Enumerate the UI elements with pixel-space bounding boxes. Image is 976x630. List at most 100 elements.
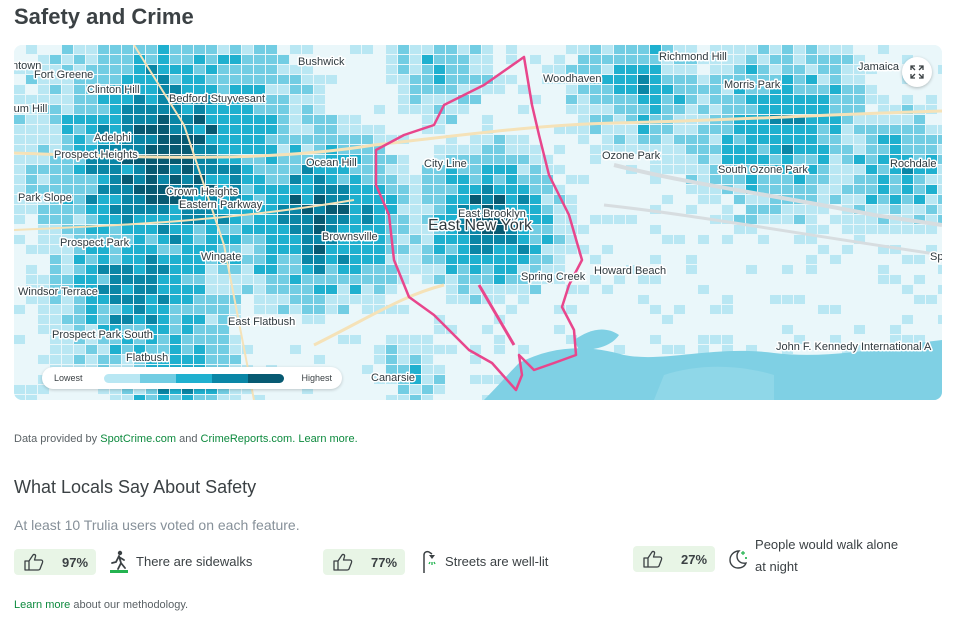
- heat-cell: [662, 75, 673, 84]
- credit-prefix: Data provided by: [14, 433, 98, 445]
- heat-cell: [662, 345, 673, 354]
- heat-cell: [878, 175, 889, 184]
- heat-cell: [62, 325, 73, 334]
- heat-cell: [518, 175, 529, 184]
- heat-cell: [158, 205, 169, 214]
- heat-cell: [422, 355, 433, 364]
- heat-cell: [242, 215, 253, 224]
- heat-cell: [182, 185, 193, 194]
- heat-cell: [170, 65, 181, 74]
- heat-cell: [98, 75, 109, 84]
- heat-cell: [458, 65, 469, 74]
- heat-cell: [98, 105, 109, 114]
- heat-cell: [242, 65, 253, 74]
- heat-cell: [722, 335, 733, 344]
- heat-cell: [410, 45, 421, 54]
- heat-cell: [446, 95, 457, 104]
- heat-cell: [254, 215, 265, 224]
- heat-cell: [866, 125, 877, 134]
- vote-pill[interactable]: 27%: [633, 546, 716, 572]
- heat-cell: [674, 135, 685, 144]
- heat-cell: [638, 55, 649, 64]
- heat-cell: [386, 355, 397, 364]
- heat-cell: [446, 105, 457, 114]
- vote-pill[interactable]: 97%: [14, 549, 97, 575]
- heat-cell: [770, 55, 781, 64]
- heat-cell: [434, 275, 445, 284]
- heat-cell: [506, 225, 517, 234]
- heat-cell: [710, 135, 721, 144]
- heat-cell: [722, 165, 733, 174]
- heat-cell: [146, 305, 157, 314]
- heat-cell: [494, 345, 505, 354]
- heat-cell: [854, 75, 865, 84]
- heat-cell: [302, 275, 313, 284]
- heat-cell: [494, 275, 505, 284]
- heat-cell: [566, 285, 577, 294]
- spotcrime-link[interactable]: SpotCrime.com: [100, 433, 177, 445]
- heat-cell: [290, 235, 301, 244]
- heat-cell: [794, 135, 805, 144]
- crime-map[interactable]: Bushwick Fort Greene Clinton Hill Bedfor…: [14, 45, 942, 400]
- heat-cell: [266, 285, 277, 294]
- heat-cell: [218, 105, 229, 114]
- heat-cell: [938, 195, 942, 204]
- heat-cell: [470, 75, 481, 84]
- heat-cell: [122, 85, 133, 94]
- heat-cell: [422, 65, 433, 74]
- heat-cell: [410, 365, 421, 374]
- expand-map-button[interactable]: [902, 57, 932, 87]
- heat-cell: [98, 265, 109, 274]
- vote-pill[interactable]: 77%: [323, 549, 406, 575]
- heat-cell: [230, 75, 241, 84]
- heat-cell: [434, 325, 445, 334]
- crimereports-link[interactable]: CrimeReports.com.: [200, 433, 296, 445]
- heat-cell: [602, 85, 613, 94]
- credit-learn-more-link[interactable]: Learn more.: [298, 433, 358, 445]
- highway-road: [603, 203, 942, 257]
- heat-cell: [74, 195, 85, 204]
- heat-cell: [914, 135, 925, 144]
- heat-cell: [614, 275, 625, 284]
- heat-cell: [278, 85, 289, 94]
- heat-cell: [206, 145, 217, 154]
- heat-cell: [206, 95, 217, 104]
- heat-cell: [506, 195, 517, 204]
- heat-cell: [566, 205, 577, 214]
- heat-cell: [86, 325, 97, 334]
- heat-cell: [194, 325, 205, 334]
- heat-cell: [170, 345, 181, 354]
- heat-cell: [638, 45, 649, 54]
- heat-cell: [626, 95, 637, 104]
- heat-cell: [854, 195, 865, 204]
- heat-cell: [62, 245, 73, 254]
- methodology-learn-more-link[interactable]: Learn more: [14, 599, 71, 611]
- heat-cell: [494, 235, 505, 244]
- heat-cell: [302, 155, 313, 164]
- heat-cell: [674, 55, 685, 64]
- heat-cell: [782, 175, 793, 184]
- heat-cell: [590, 115, 601, 124]
- heat-cell: [794, 95, 805, 104]
- heat-cell: [710, 85, 721, 94]
- heat-cell: [674, 235, 685, 244]
- heat-cell: [350, 285, 361, 294]
- heat-cell: [746, 75, 757, 84]
- heat-cell: [218, 55, 229, 64]
- heat-cell: [638, 145, 649, 154]
- heat-cell: [350, 155, 361, 164]
- heat-cell: [122, 305, 133, 314]
- heat-cell: [374, 135, 385, 144]
- heat-cell: [818, 65, 829, 74]
- heat-cell: [830, 45, 841, 54]
- heat-cell: [530, 185, 541, 194]
- heat-cell: [302, 65, 313, 74]
- heat-cell: [182, 295, 193, 304]
- heat-cell: [290, 135, 301, 144]
- heat-cell: [122, 155, 133, 164]
- heat-cell: [110, 115, 121, 124]
- heat-cell: [218, 285, 229, 294]
- heat-cell: [794, 215, 805, 224]
- crime-heatmap[interactable]: Bushwick Fort Greene Clinton Hill Bedfor…: [14, 45, 942, 400]
- heat-cell: [266, 95, 277, 104]
